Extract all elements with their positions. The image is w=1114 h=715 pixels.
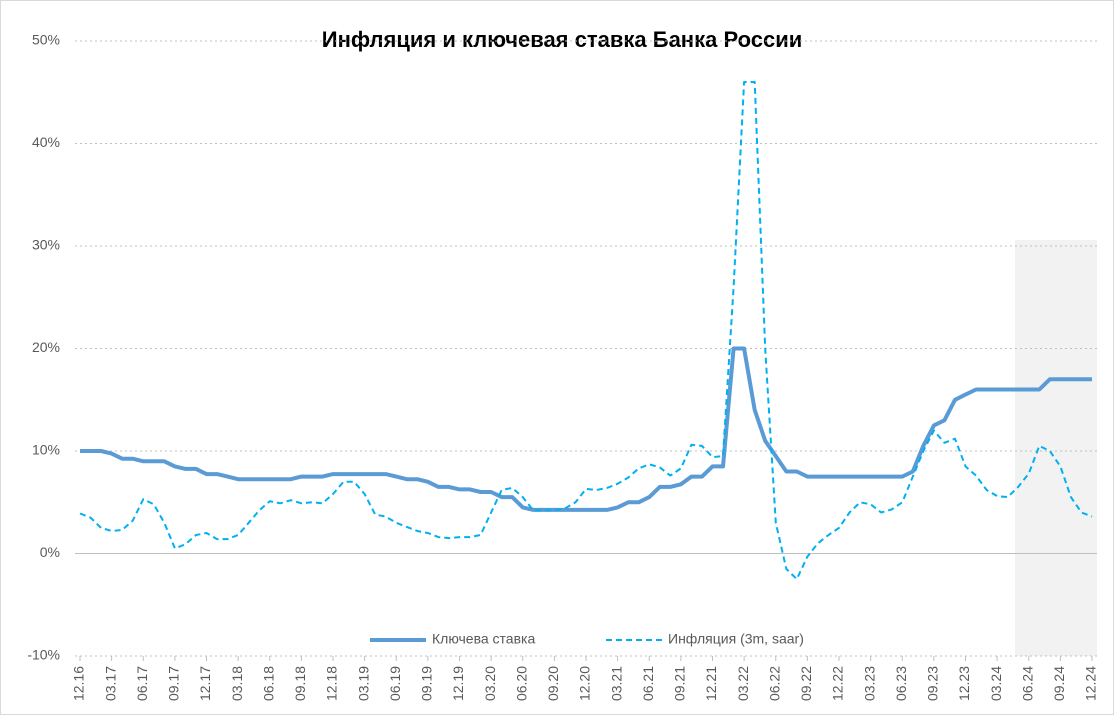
x-tick-label: 12.17 (197, 666, 213, 701)
x-tick-label: 09.18 (292, 666, 308, 701)
x-tick-label: 06.18 (260, 666, 276, 701)
series-line (80, 346, 1092, 512)
x-tick-label: 03.19 (355, 666, 371, 701)
x-tick-label: 03.24 (988, 666, 1004, 701)
x-tick-label: 03.23 (861, 666, 877, 701)
x-tick-label: 09.17 (166, 666, 182, 701)
x-tick-label: 12.23 (956, 666, 972, 701)
x-tick-label: 06.23 (893, 666, 909, 701)
x-tick-label: 06.21 (640, 666, 656, 701)
legend-label: Ключева ставка (432, 631, 535, 647)
x-tick-label: 06.17 (134, 666, 150, 701)
y-tick-label: 20% (32, 339, 60, 355)
x-tick-label: 09.19 (419, 666, 435, 701)
forecast-shade (1015, 240, 1097, 656)
y-tick-label: 30% (32, 237, 60, 253)
x-tick-label: 09.24 (1051, 666, 1067, 701)
x-tick-label: 03.18 (229, 666, 245, 701)
x-tick-label: 03.21 (608, 666, 624, 701)
chart-title: Инфляция и ключевая ставка Банка России (322, 27, 803, 52)
x-tick-label: 03.22 (735, 666, 751, 701)
series-line (79, 81, 1093, 581)
y-tick-label: 0% (40, 544, 60, 560)
x-tick-label: 09.22 (798, 666, 814, 701)
x-tick-label: 06.24 (1019, 666, 1035, 701)
x-tick-label: 12.24 (1083, 666, 1099, 701)
x-tick-label: 06.19 (387, 666, 403, 701)
y-tick-label: 50% (32, 32, 60, 48)
y-tick-label: -10% (27, 647, 60, 663)
x-tick-label: 09.20 (545, 666, 561, 701)
x-tick-label: 06.22 (766, 666, 782, 701)
x-tick-label: 12.16 (71, 666, 87, 701)
x-tick-label: 03.17 (102, 666, 118, 701)
x-tick-label: 09.21 (672, 666, 688, 701)
x-tick-label: 12.18 (324, 666, 340, 701)
x-tick-label: 12.21 (703, 666, 719, 701)
x-tick-label: 09.23 (925, 666, 941, 701)
x-tick-label: 12.22 (830, 666, 846, 701)
y-tick-label: 40% (32, 134, 60, 150)
legend-label: Инфляция (3m, saar) (668, 631, 804, 647)
x-tick-label: 06.20 (513, 666, 529, 701)
y-tick-label: 10% (32, 442, 60, 458)
x-tick-label: 03.20 (482, 666, 498, 701)
x-tick-label: 12.19 (450, 666, 466, 701)
x-tick-label: 12.20 (577, 666, 593, 701)
